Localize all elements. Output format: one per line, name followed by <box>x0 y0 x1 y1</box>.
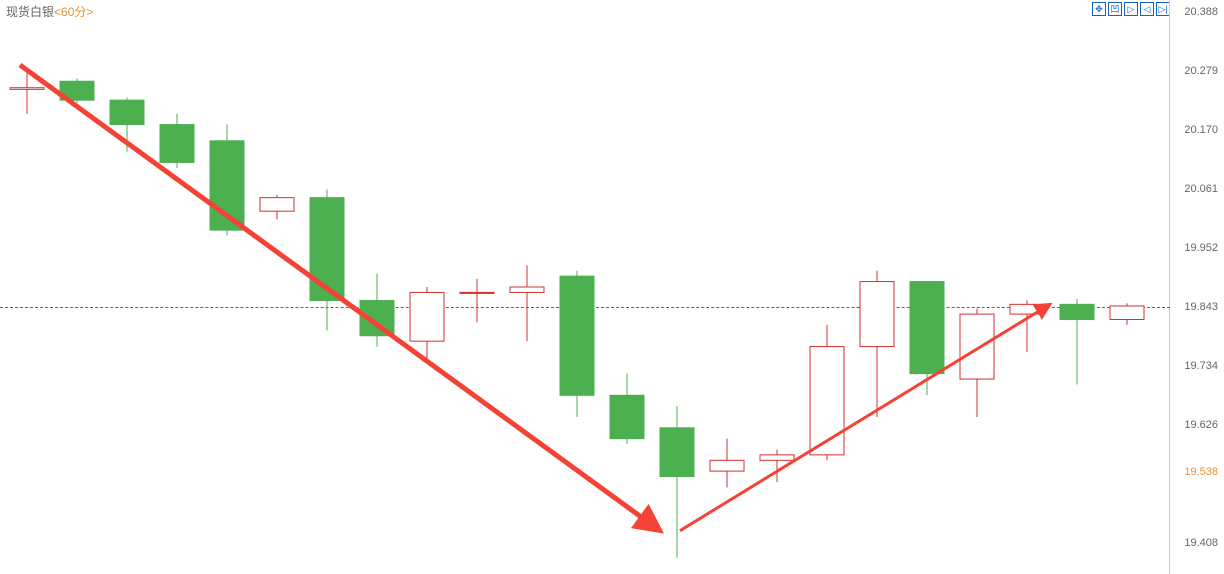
candle-body <box>160 125 194 163</box>
candle-body <box>1110 306 1144 320</box>
candle-body <box>560 276 594 395</box>
y-axis: 20.388 20.279 20.170 20.061 19.952 19.843 19.7… <box>1170 0 1224 574</box>
chart-container: 现货白银<60分> ✥凹▷◁▷| 20.38820.27920.17020.06… <box>0 0 1224 574</box>
y-tick: 19.538 <box>1184 466 1218 478</box>
candle-body <box>810 347 844 455</box>
candle-body <box>10 88 44 90</box>
candle-body <box>710 460 744 471</box>
y-tick: 19.626 <box>1184 419 1218 431</box>
y-tick: 20.388 <box>1184 6 1218 18</box>
candle-body <box>760 455 794 460</box>
candle-body <box>1060 304 1094 319</box>
candle-body <box>660 428 694 477</box>
y-tick: 19.952 <box>1184 242 1218 254</box>
candle-body <box>910 282 944 374</box>
y-tick: 19.843 <box>1184 301 1218 313</box>
y-tick: 20.061 <box>1184 183 1218 195</box>
candle-body <box>960 314 994 379</box>
candle-body <box>860 282 894 347</box>
candle-body <box>310 198 344 301</box>
candle-body <box>410 292 444 341</box>
y-tick: 20.279 <box>1184 65 1218 77</box>
candle-body <box>610 395 644 438</box>
y-tick: 19.408 <box>1184 537 1218 549</box>
candlestick-svg <box>0 0 1170 574</box>
candle-body <box>260 198 294 212</box>
y-tick: 20.170 <box>1184 124 1218 136</box>
candle-body <box>460 292 494 293</box>
plot-area[interactable] <box>0 0 1170 574</box>
y-tick: 19.734 <box>1184 360 1218 372</box>
candle-body <box>510 287 544 292</box>
candle-body <box>110 100 144 124</box>
